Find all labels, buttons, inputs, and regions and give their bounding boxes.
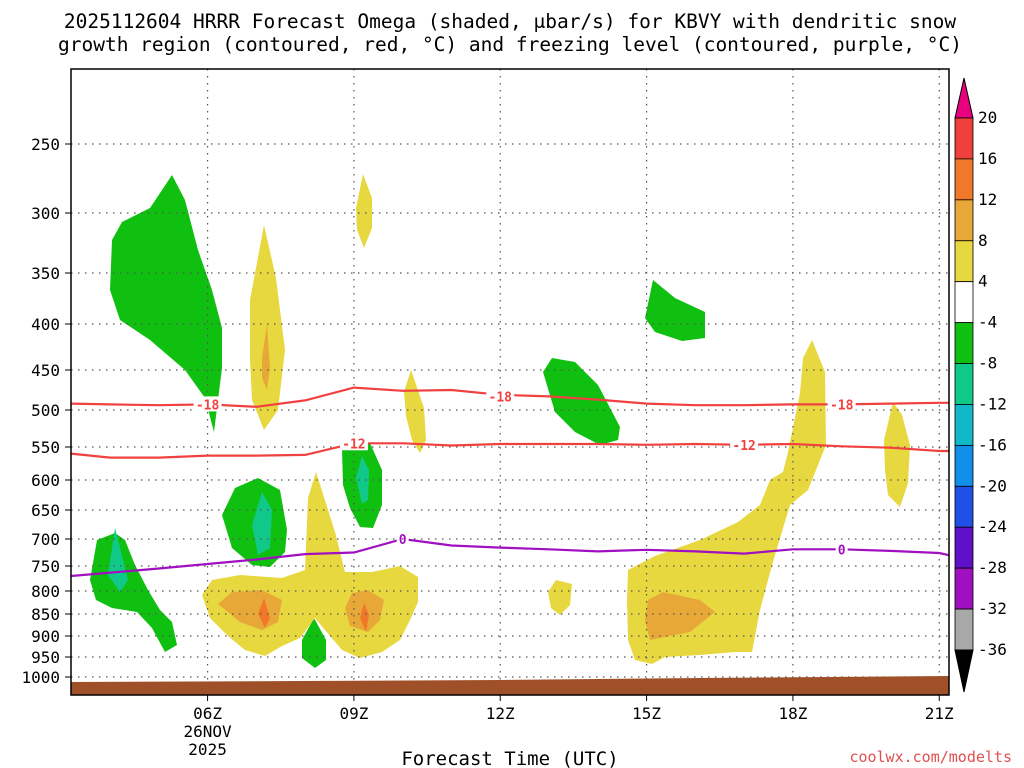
contour-label-bg — [339, 435, 368, 451]
colorbar: 20 16 12 8 4 -4 -8 -12 -16 -20 -24 -28 -32 -36 — [954, 77, 1007, 693]
x-tick-label: 12Z — [486, 704, 515, 723]
y-tick-label: 350 — [31, 264, 60, 283]
colorbar-swatch — [954, 567, 974, 610]
x-tick-date: 26NOV — [183, 722, 232, 741]
y-tick-label: 600 — [31, 471, 60, 490]
x-tick-year: 2025 — [188, 740, 227, 759]
colorbar-label: 4 — [978, 272, 988, 291]
colorbar-label: -24 — [978, 517, 1007, 536]
colorbar-swatch — [954, 281, 974, 324]
omega-region-pos-tall — [250, 225, 285, 430]
colorbar-label: 12 — [978, 190, 997, 209]
omega-region-pos-right — [627, 340, 826, 664]
colorbar-label: -36 — [978, 640, 1007, 659]
omega-region-upper-left — [110, 175, 222, 432]
contour-label-bg — [193, 396, 222, 412]
y-axis: 250 300 350 400 450 500 550 600 650 700 750 800 850 9… — [21, 135, 71, 687]
plot-border — [70, 68, 950, 696]
x-tick-label: 21Z — [925, 704, 954, 723]
y-tick-label: 800 — [31, 582, 60, 601]
y-tick-label: 1000 — [21, 668, 60, 687]
contour-label-bg — [486, 388, 515, 404]
contour-label-bg — [827, 396, 856, 412]
terrain-surface — [71, 676, 949, 695]
colorbar-label: -28 — [978, 558, 1007, 577]
colorbar-top-arrow — [954, 77, 974, 119]
x-tick-label: 18Z — [778, 704, 807, 723]
omega-region-right-a — [543, 358, 620, 445]
omega-region-center-core — [356, 456, 369, 504]
x-tick-label: 06Z — [193, 704, 222, 723]
contour-label: -18 — [830, 398, 854, 413]
colorbar-label: 8 — [978, 231, 988, 250]
x-tick-label: 15Z — [632, 704, 661, 723]
contour-label-bg — [396, 531, 409, 546]
colorbar-label: -8 — [978, 354, 997, 373]
omega-region-pos-lower-left-o2 — [258, 598, 270, 628]
y-tick-label: 700 — [31, 530, 60, 549]
y-tick-label: 850 — [31, 605, 60, 624]
x-tick-label: 09Z — [339, 704, 368, 723]
colorbar-swatch — [954, 363, 974, 405]
x-axis-label: Forecast Time (UTC) — [401, 748, 618, 768]
contour-line-dgz_minus12 — [70, 442, 949, 459]
y-tick-label: 250 — [31, 135, 60, 154]
colorbar-swatch — [954, 485, 974, 528]
omega-region-small — [302, 618, 326, 668]
omega-region-pos-tall-core — [262, 324, 270, 390]
y-tick-label: 550 — [31, 438, 60, 457]
y-tick-label: 500 — [31, 401, 60, 420]
omega-region-pos-far-right — [884, 402, 910, 507]
colorbar-swatch — [954, 117, 974, 160]
omega-region-pos-right-core — [645, 592, 715, 640]
chart-title-line1: 2025112604 HRRR Forecast Omega (shaded, … — [64, 10, 956, 33]
contour-label-bg — [835, 541, 848, 557]
colorbar-swatch — [954, 404, 974, 446]
contour-label: -12 — [342, 437, 365, 452]
colorbar-label: -32 — [978, 599, 1007, 618]
colorbar-label: 16 — [978, 149, 997, 168]
y-tick-label: 750 — [31, 557, 60, 576]
y-tick-label: 450 — [31, 361, 60, 380]
chart-title-line2: growth region (contoured, red, °C) and f… — [58, 33, 962, 56]
contour-label-bg — [730, 436, 759, 452]
y-tick-label: 900 — [31, 627, 60, 646]
colorbar-swatch — [954, 608, 974, 651]
y-tick-label: 400 — [31, 315, 60, 334]
y-tick-label: 650 — [31, 501, 60, 520]
contours: -18 -18 -18 -12 -12 0 0 — [70, 386, 950, 578]
omega-shading — [90, 174, 910, 668]
colorbar-swatch — [954, 322, 974, 364]
y-tick-label: 300 — [31, 204, 60, 223]
omega-region-pos-upper — [356, 174, 372, 248]
contour-label: -18 — [489, 390, 513, 405]
colorbar-label: -16 — [978, 435, 1007, 454]
omega-region-lower-left-core — [108, 528, 128, 592]
omega-region-pos-lower-left-o4 — [360, 603, 369, 632]
omega-region-pos-small — [548, 580, 572, 615]
colorbar-swatch — [954, 158, 974, 201]
colorbar-bottom-arrow — [954, 649, 974, 693]
contour-label: -18 — [196, 398, 220, 413]
colorbar-label: 20 — [978, 108, 997, 127]
contour-label: -12 — [732, 439, 755, 454]
colorbar-swatch — [954, 444, 974, 487]
colorbar-label: -20 — [978, 476, 1007, 495]
credit-text: coolwx.com/modelts — [849, 748, 1012, 766]
contour-label: 0 — [838, 543, 846, 558]
omega-region-right-b — [645, 280, 705, 341]
colorbar-swatch — [954, 199, 974, 242]
contour-label: 0 — [399, 533, 407, 548]
colorbar-label: -12 — [978, 394, 1007, 413]
colorbar-label: -4 — [978, 313, 997, 332]
colorbar-swatch — [954, 240, 974, 283]
contour-line-freezing_level — [70, 537, 950, 578]
y-tick-label: 950 — [31, 648, 60, 667]
colorbar-swatch — [954, 526, 974, 569]
